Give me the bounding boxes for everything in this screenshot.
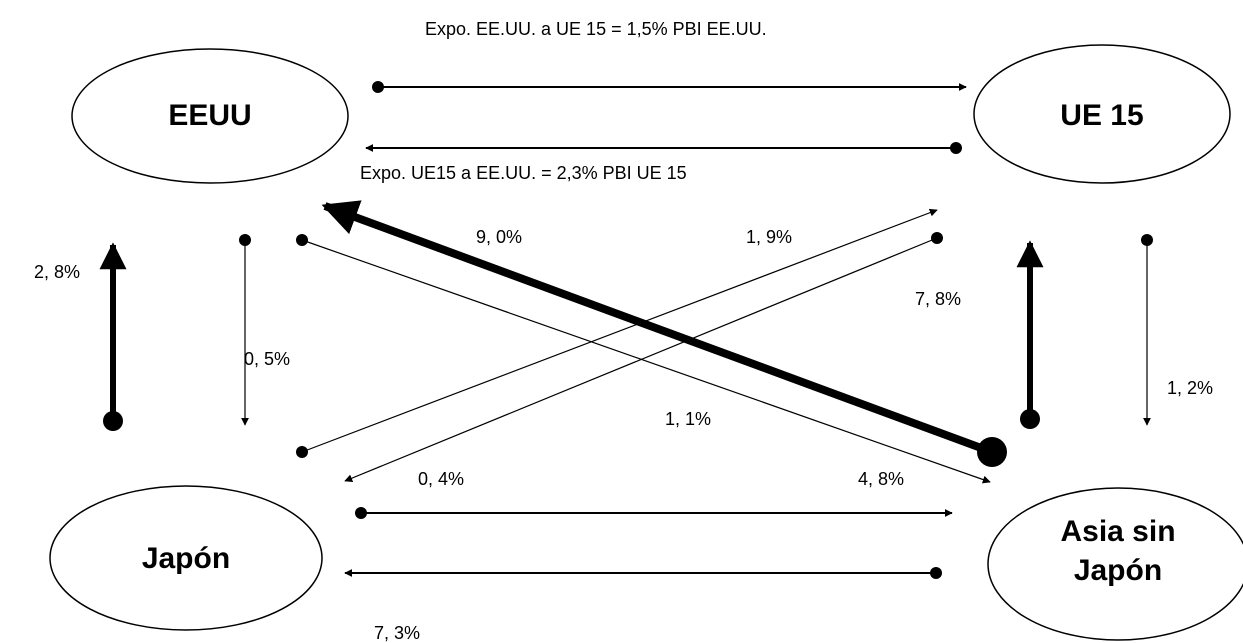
japon-label: Japón (141, 542, 231, 575)
top-note: Expo. EE.UU. a UE 15 = 1,5% PBI EE.UU. (425, 19, 767, 39)
arrow-eeuu-to-ue15 (372, 81, 967, 93)
label-ue15-to-asia: 1, 2% (1167, 378, 1214, 398)
arrow-japon-to-asia (355, 507, 953, 519)
label-asia-to-eeuu: 9, 0% (476, 227, 523, 247)
label-japon-to-ue15: 1, 9% (746, 227, 793, 247)
label-asia-to-japon: 7, 3% (374, 623, 421, 643)
asia-label-line1: Asia sin (1060, 515, 1176, 548)
arrow-ue15-to-eeuu (365, 142, 962, 154)
arrow-eeuu-to-asia (296, 234, 991, 484)
arrow-japon-to-eeuu (99, 242, 127, 431)
arrow-asia-to-eeuu (321, 200, 1007, 467)
label-eeuu-to-japon: 0, 5% (244, 349, 291, 369)
ue15-node (973, 44, 1231, 184)
arrow-ue15-to-japon (344, 232, 943, 482)
arrow-eeuu-to-japon (239, 234, 251, 426)
asia-node (987, 487, 1243, 641)
arrow-asia-to-ue15 (1016, 240, 1044, 429)
label-japon-to-asia: 4, 8% (858, 469, 905, 489)
japon-node (49, 485, 323, 631)
label-japon-to-eeuu: 2, 8% (34, 262, 81, 282)
arrow-ue15-to-asia (1141, 234, 1153, 426)
ue15-label: UE 15 (1060, 99, 1144, 132)
label-eeuu-to-asia: 1, 1% (665, 409, 712, 429)
mid-note: Expo. UE15 a EE.UU. = 2,3% PBI UE 15 (360, 163, 687, 183)
label-ue15-to-japon: 0, 4% (418, 469, 465, 489)
arrow-japon-to-ue15 (296, 208, 938, 458)
arrow-asia-to-japon (344, 567, 942, 579)
asia-label-line2: Japón (1073, 554, 1163, 587)
label-asia-to-ue15: 7, 8% (915, 289, 962, 309)
eeuu-node (71, 48, 349, 184)
eeuu-label: EEUU (168, 99, 252, 132)
